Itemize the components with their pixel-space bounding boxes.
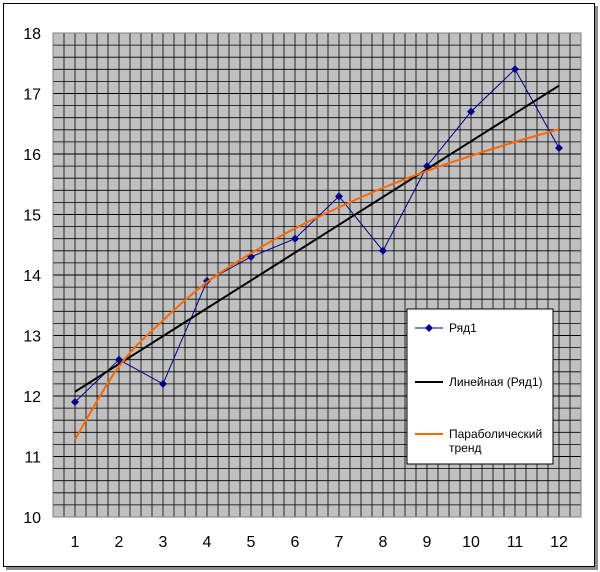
y-tick-label: 15: [23, 208, 41, 225]
grid-minor: [53, 33, 581, 517]
series-1-point: [511, 65, 519, 74]
x-tick-label: 4: [203, 534, 212, 551]
series-1-point: [159, 379, 167, 388]
series-1-point: [467, 107, 475, 116]
y-tick-label: 11: [24, 450, 41, 467]
legend-series-1-marker: [425, 324, 433, 332]
y-tick-label: 13: [23, 329, 41, 346]
legend-series-1-label: Ряд1: [449, 321, 477, 335]
x-tick-label: 7: [335, 534, 344, 551]
series-3-line: [74, 128, 560, 441]
legend: Ряд1 Линейная (Ряд1) Параболический тренд: [406, 308, 554, 465]
legend-series-2-label: Линейная (Ряд1): [449, 375, 543, 389]
y-axis-ticks: 10 11 12 13 14 15 16 17 18: [23, 26, 41, 527]
x-tick-label: 9: [423, 534, 432, 551]
x-axis-ticks: 1 2 3 4 5 6 7 8 9 10 11 12: [71, 534, 568, 551]
x-tick-label: 6: [291, 534, 300, 551]
series-1-point: [555, 143, 563, 152]
y-tick-label: 16: [23, 147, 41, 164]
series-1-point: [291, 234, 299, 243]
y-tick-label: 17: [23, 87, 41, 104]
legend-series-3-label: Параболический тренд: [449, 427, 542, 455]
y-tick-label: 14: [23, 268, 41, 285]
x-tick-label: 2: [115, 534, 124, 551]
x-tick-label: 8: [379, 534, 388, 551]
x-tick-label: 11: [507, 534, 524, 551]
series-1-point: [71, 398, 79, 407]
series-2-line: [74, 84, 560, 393]
series-1-point: [335, 192, 343, 201]
x-tick-label: 5: [247, 534, 256, 551]
y-tick-label: 12: [23, 389, 41, 406]
x-tick-label: 12: [550, 534, 568, 551]
y-tick-label: 10: [23, 510, 41, 527]
legend-box: [406, 308, 554, 465]
x-tick-label: 10: [462, 534, 480, 551]
series-1-point: [379, 246, 387, 255]
y-tick-label: 18: [23, 26, 41, 43]
series-layer: [71, 65, 563, 441]
plot-border: [52, 32, 582, 518]
x-tick-label: 3: [159, 534, 168, 551]
x-tick-label: 1: [71, 534, 80, 551]
